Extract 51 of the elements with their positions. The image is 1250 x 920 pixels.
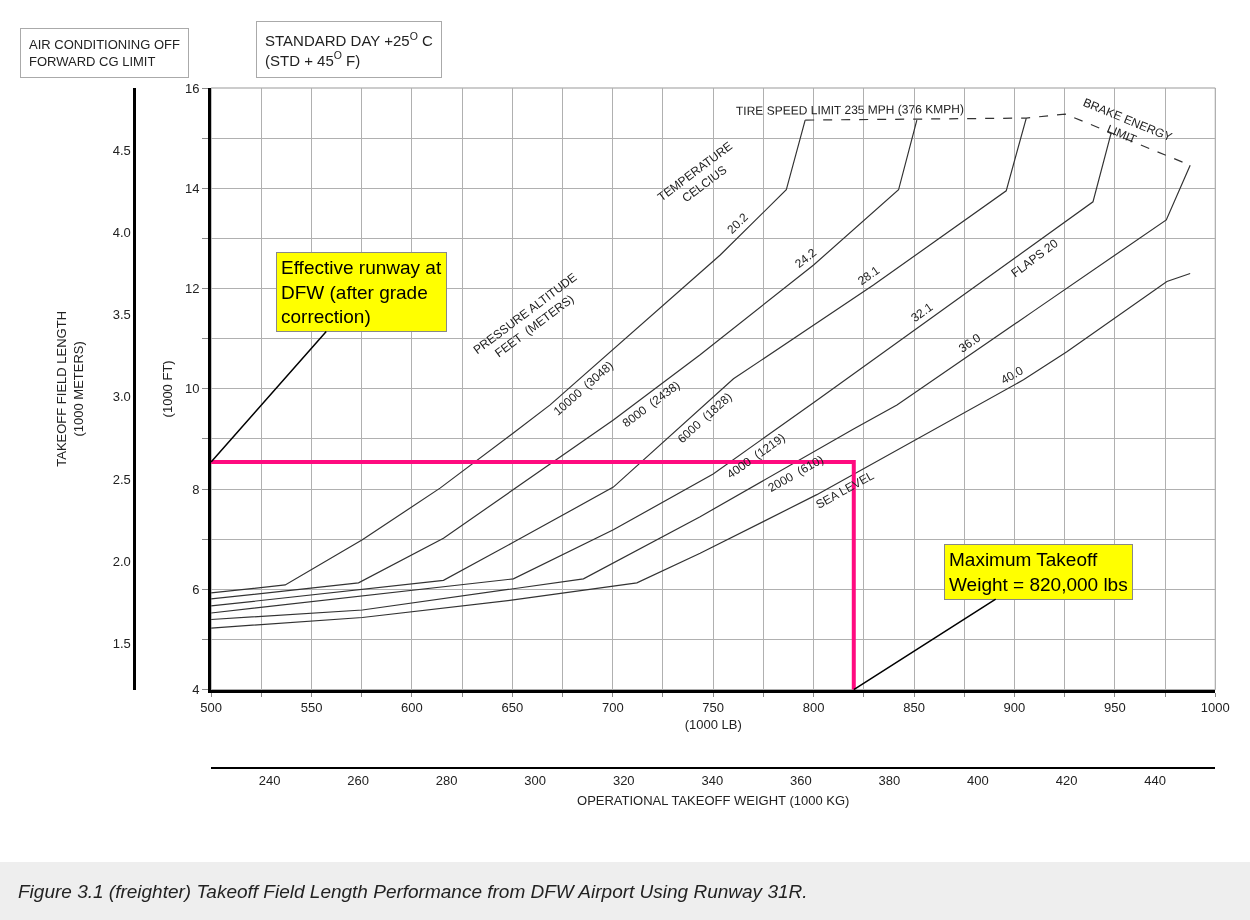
x-tick-label: 1000 (1200, 700, 1230, 716)
caption: Figure 3.1 (freighter) Takeoff Field Length Performance from DFW Airport Using Runway 31R. (18, 881, 808, 902)
text: AIR CONDITIONING OFF FORWARD CG LIMIT (29, 37, 180, 69)
annotation: 36.0 (956, 330, 984, 356)
x2-tick-label: 360 (790, 772, 812, 788)
annotation: 32.1 (908, 299, 936, 325)
x2-tick-label: 260 (347, 772, 369, 788)
x-tick-label: 550 (300, 700, 323, 716)
x-tick-label: 850 (903, 700, 925, 716)
y2-tick-label: 2.5 (112, 471, 131, 487)
y2-tick-label: 4.0 (112, 224, 131, 240)
x-tick-label: 650 (501, 700, 524, 716)
x2-tick-label: 420 (1055, 772, 1078, 788)
x2-tick-label: 320 (612, 772, 635, 788)
y-tick-label: 14 (185, 180, 200, 196)
y2-tick-label: 3.0 (112, 389, 131, 405)
annotation: 24.2 (792, 245, 820, 271)
y-tick-label: 8 (192, 481, 200, 497)
text: STANDARD DAY +25$^{O}$ C (STD + 45$^{O}$ F) (265, 30, 433, 69)
annotation: Maximum Takeoff Weight = 820,000 lbs (949, 549, 1128, 595)
x2-tick-label: 340 (701, 772, 724, 788)
x2-tick-label: 280 (435, 772, 458, 788)
y-axis-title: (1000 FT) (159, 360, 175, 418)
x-tick-label: 750 (702, 700, 725, 716)
x-axis-title: (1000 LB) (684, 716, 742, 732)
x-tick-label: 500 (200, 700, 222, 716)
annotation: Effective runway at DFW (after grade correction) (281, 257, 442, 328)
annotation: 40.0 (998, 363, 1026, 388)
x2-axis-title: OPERATIONAL TAKEOFF WEIGHT (1000 KG) (577, 792, 850, 808)
x2-tick-label: 380 (878, 772, 901, 788)
x2-tick-label: 440 (1144, 772, 1166, 788)
y-tick-label: 6 (192, 581, 200, 597)
x-tick-label: 600 (401, 700, 423, 716)
annotation: 28.1 (855, 262, 883, 288)
x-tick-label: 800 (802, 700, 825, 716)
x-tick-label: 700 (601, 700, 624, 716)
y2-tick-label: 1.5 (112, 636, 131, 652)
x-tick-label: 900 (1003, 700, 1026, 716)
y-tick-label: 4 (192, 682, 200, 698)
y2-axis-title: TAKEOFF FIELD LENGTH (1000 METERS) (53, 310, 86, 467)
y-tick-label: 16 (185, 80, 200, 96)
annotation: TIRE SPEED LIMIT 235 MPH (376 KMPH) (735, 101, 964, 119)
x2-tick-label: 240 (258, 772, 281, 788)
y2-tick-label: 3.5 (112, 307, 131, 323)
y-tick-label: 12 (185, 281, 200, 297)
y2-tick-label: 4.5 (112, 142, 131, 158)
x2-tick-label: 300 (524, 772, 547, 788)
y2-tick-label: 2.0 (112, 553, 131, 569)
x-tick-label: 950 (1104, 700, 1126, 716)
x2-tick-label: 400 (967, 772, 989, 788)
y-tick-label: 10 (185, 381, 200, 397)
